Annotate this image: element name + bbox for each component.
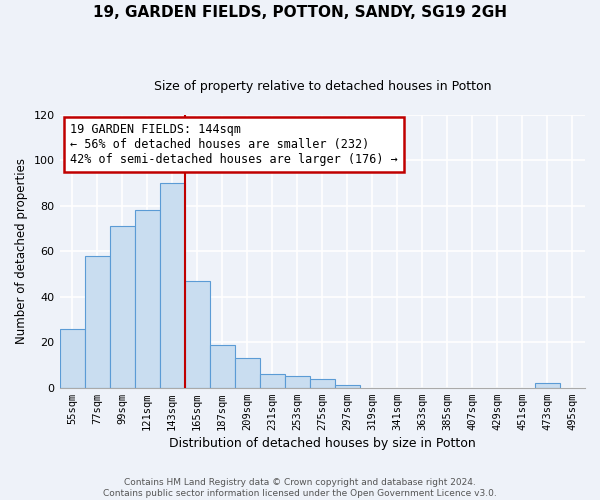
Text: Contains HM Land Registry data © Crown copyright and database right 2024.
Contai: Contains HM Land Registry data © Crown c…: [103, 478, 497, 498]
Bar: [185, 281, 209, 388]
Bar: [310, 378, 335, 388]
Bar: [59, 328, 85, 388]
Text: 19, GARDEN FIELDS, POTTON, SANDY, SG19 2GH: 19, GARDEN FIELDS, POTTON, SANDY, SG19 2…: [93, 5, 507, 20]
Bar: [85, 256, 110, 388]
Bar: [160, 183, 185, 388]
Bar: [110, 226, 134, 388]
X-axis label: Distribution of detached houses by size in Potton: Distribution of detached houses by size …: [169, 437, 476, 450]
Title: Size of property relative to detached houses in Potton: Size of property relative to detached ho…: [154, 80, 491, 93]
Bar: [260, 374, 285, 388]
Bar: [134, 210, 160, 388]
Bar: [235, 358, 260, 388]
Bar: [209, 344, 235, 388]
Bar: [535, 383, 560, 388]
Bar: [285, 376, 310, 388]
Text: 19 GARDEN FIELDS: 144sqm
← 56% of detached houses are smaller (232)
42% of semi-: 19 GARDEN FIELDS: 144sqm ← 56% of detach…: [70, 123, 398, 166]
Bar: [335, 386, 360, 388]
Y-axis label: Number of detached properties: Number of detached properties: [15, 158, 28, 344]
